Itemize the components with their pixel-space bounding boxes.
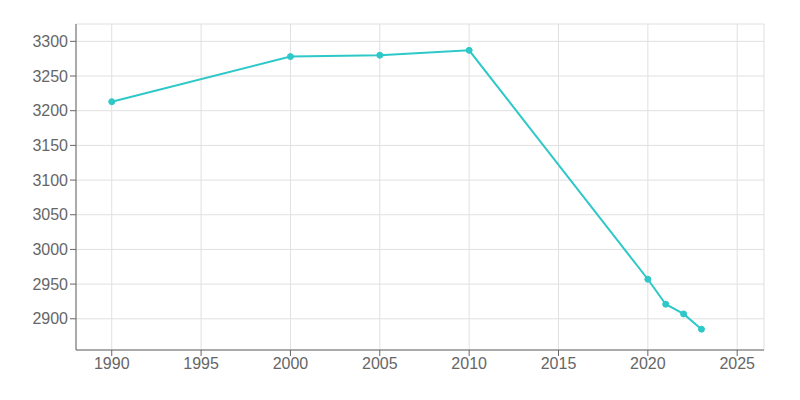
svg-text:3250: 3250 <box>32 68 68 85</box>
svg-text:3150: 3150 <box>32 137 68 154</box>
svg-text:3200: 3200 <box>32 102 68 119</box>
svg-text:3100: 3100 <box>32 172 68 189</box>
svg-text:1990: 1990 <box>94 355 130 372</box>
svg-text:2900: 2900 <box>32 310 68 327</box>
svg-text:2025: 2025 <box>719 355 755 372</box>
svg-text:2010: 2010 <box>451 355 487 372</box>
svg-text:3050: 3050 <box>32 206 68 223</box>
svg-text:2020: 2020 <box>630 355 666 372</box>
svg-text:3000: 3000 <box>32 241 68 258</box>
svg-text:2015: 2015 <box>541 355 577 372</box>
svg-text:1995: 1995 <box>183 355 219 372</box>
svg-text:2005: 2005 <box>362 355 398 372</box>
svg-text:3300: 3300 <box>32 33 68 50</box>
svg-text:2000: 2000 <box>273 355 309 372</box>
svg-text:2950: 2950 <box>32 276 68 293</box>
